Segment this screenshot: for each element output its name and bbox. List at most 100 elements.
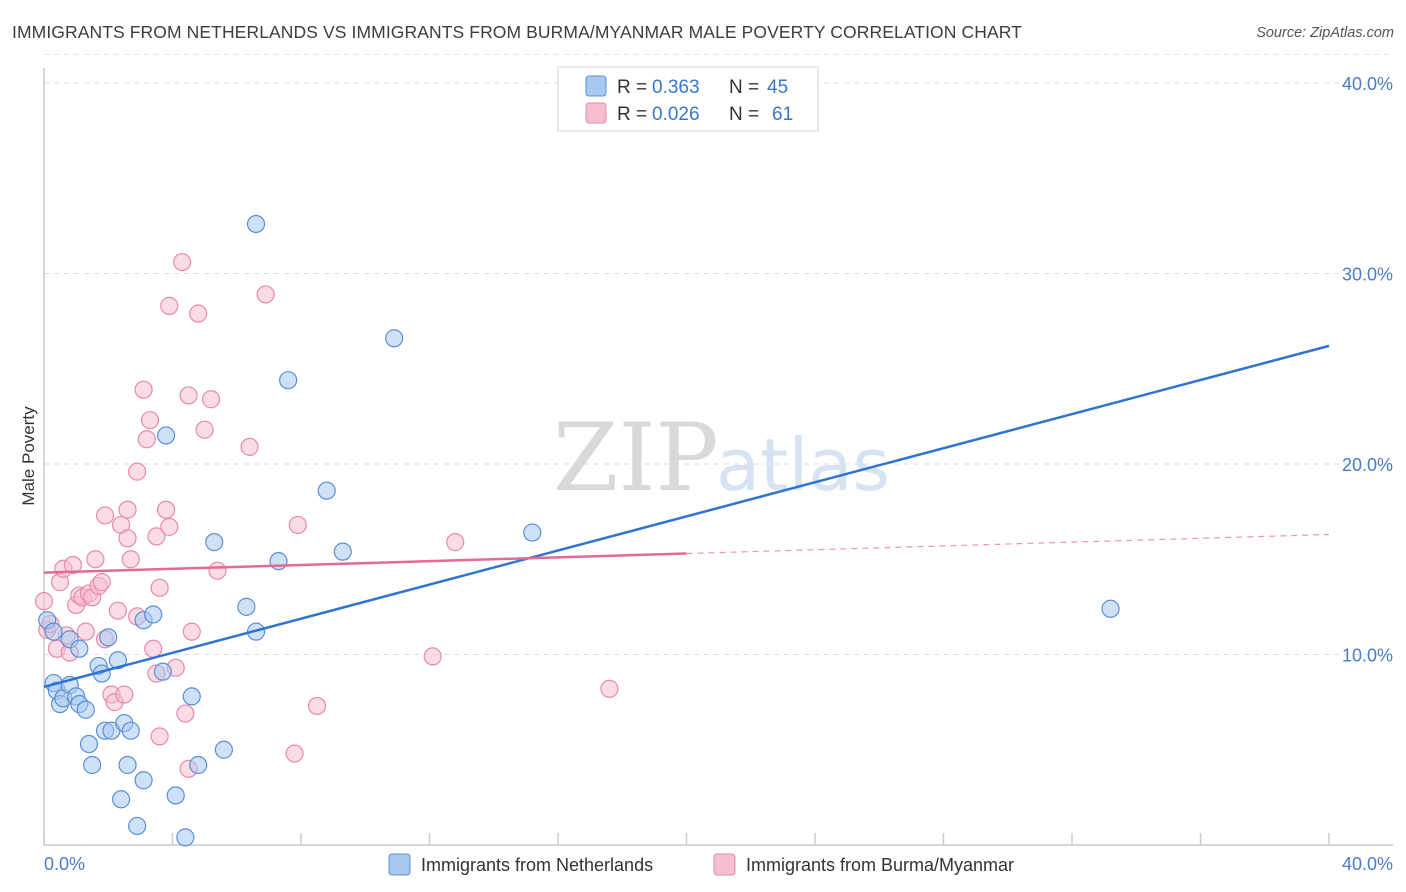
burma-point-58	[600, 679, 619, 698]
netherlands-point-45	[1101, 599, 1120, 618]
chart-title: IMMIGRANTS FROM NETHERLANDS VS IMMIGRANT…	[12, 22, 1022, 42]
x-tick-label-0: 0.0%	[44, 854, 85, 874]
burma-point-37	[150, 727, 169, 746]
netherlands-trend-line	[43, 344, 1330, 689]
legend-r-label-1: R =	[617, 77, 647, 98]
series-burma-points	[34, 252, 619, 778]
stats-legend: R = 0.363 N = 45 R = 0.026 N = 61	[557, 66, 819, 132]
netherlands-point-36	[237, 597, 256, 616]
x-tick-labels: 0.0% 40.0%	[44, 854, 1393, 874]
burma-point-49	[201, 390, 221, 409]
netherlands-point-2	[44, 622, 63, 641]
legend-n-value-1: 45	[767, 77, 788, 98]
netherlands-point-30	[166, 786, 185, 805]
y-tick-label-0: 10.0%	[1342, 646, 1393, 666]
burma-point-47	[189, 304, 208, 323]
netherlands-point-42	[333, 542, 352, 561]
burma-point-8	[63, 555, 83, 575]
burma-point-54	[288, 515, 307, 535]
bottom-legend-swatch-blue	[388, 853, 411, 876]
netherlands-point-13	[83, 755, 102, 775]
burma-point-39	[160, 296, 179, 315]
series-netherlands-points	[38, 214, 1120, 847]
burma-point-57	[446, 533, 465, 552]
netherlands-point-23	[121, 721, 140, 740]
burma-point-17	[92, 573, 111, 592]
y-tick-label-2: 30.0%	[1342, 265, 1393, 285]
series-legend: Immigrants from Netherlands Immigrants f…	[388, 853, 1014, 876]
netherlands-point-35	[214, 740, 233, 759]
burma-point-12	[76, 622, 95, 641]
trend-lines	[43, 344, 1330, 689]
burma-point-53	[285, 744, 304, 763]
chart-source: Source: ZipAtlas.com	[1256, 25, 1394, 41]
netherlands-point-9	[70, 639, 89, 658]
burma-trend-line	[43, 552, 687, 574]
burma-point-35	[147, 527, 166, 546]
x-tick-label-1: 40.0%	[1342, 854, 1393, 874]
y-tick-label-3: 40.0%	[1342, 74, 1393, 94]
watermark-zip: ZIP	[553, 404, 719, 513]
burma-point-40	[160, 517, 179, 536]
burma-point-30	[134, 380, 153, 399]
burma-point-56	[423, 647, 442, 666]
legend-n-label-1: N =	[729, 77, 759, 98]
netherlands-point-43	[385, 329, 404, 348]
burma-point-22	[108, 601, 127, 620]
netherlands-point-38	[246, 214, 266, 234]
netherlands-point-29	[156, 426, 176, 445]
grid-lines	[44, 53, 1393, 655]
legend-swatch-pink	[585, 102, 607, 124]
netherlands-point-28	[153, 662, 172, 681]
legend-swatch-blue	[585, 75, 607, 97]
y-tick-labels: 10.0% 20.0% 30.0% 40.0%	[1342, 74, 1393, 666]
netherlands-point-12	[79, 734, 99, 754]
axes	[43, 68, 1393, 846]
netherlands-point-31	[176, 828, 195, 847]
netherlands-point-33	[189, 755, 208, 775]
burma-point-50	[208, 561, 227, 580]
burma-point-25	[118, 529, 137, 548]
y-tick-label-1: 20.0%	[1342, 455, 1393, 475]
netherlands-point-40	[279, 371, 298, 390]
netherlands-point-22	[118, 755, 137, 775]
legend-r-value-1: 0.363	[652, 77, 700, 98]
netherlands-point-19	[108, 651, 127, 670]
watermark-atlas: atlas	[716, 423, 890, 507]
burma-point-24	[115, 685, 134, 704]
netherlands-point-27	[144, 605, 163, 624]
netherlands-point-24	[128, 816, 147, 836]
netherlands-point-26	[134, 771, 153, 790]
burma-point-27	[121, 550, 140, 569]
bottom-legend-label-burma: Immigrants from Burma/Myanmar	[746, 855, 1014, 875]
burma-point-31	[137, 430, 156, 449]
netherlands-point-39	[269, 552, 288, 571]
legend-r-label-2: R =	[617, 104, 647, 125]
burma-point-38	[156, 500, 176, 519]
burma-point-32	[140, 411, 160, 430]
netherlands-point-17	[99, 628, 118, 647]
burma-point-52	[256, 285, 275, 304]
burma-trend-extension	[686, 533, 1330, 555]
burma-point-36	[150, 578, 169, 597]
legend-n-label-2: N =	[729, 104, 759, 125]
netherlands-point-44	[523, 523, 542, 542]
netherlands-point-20	[111, 790, 131, 809]
netherlands-point-11	[76, 700, 95, 719]
netherlands-point-34	[205, 533, 224, 552]
burma-point-15	[86, 550, 105, 569]
burma-point-19	[95, 506, 115, 525]
burma-point-51	[240, 437, 259, 456]
burma-point-48	[195, 420, 214, 439]
burma-point-42	[173, 252, 192, 272]
burma-point-29	[128, 462, 147, 481]
y-axis-title: Male Poverty	[19, 406, 38, 506]
netherlands-point-32	[182, 687, 201, 706]
watermark: ZIP atlas	[553, 404, 890, 513]
burma-point-44	[179, 386, 198, 405]
burma-point-33	[144, 639, 163, 658]
legend-n-value-2: 61	[772, 104, 793, 125]
netherlands-point-41	[317, 481, 336, 500]
bottom-legend-label-netherlands: Immigrants from Netherlands	[421, 855, 653, 875]
